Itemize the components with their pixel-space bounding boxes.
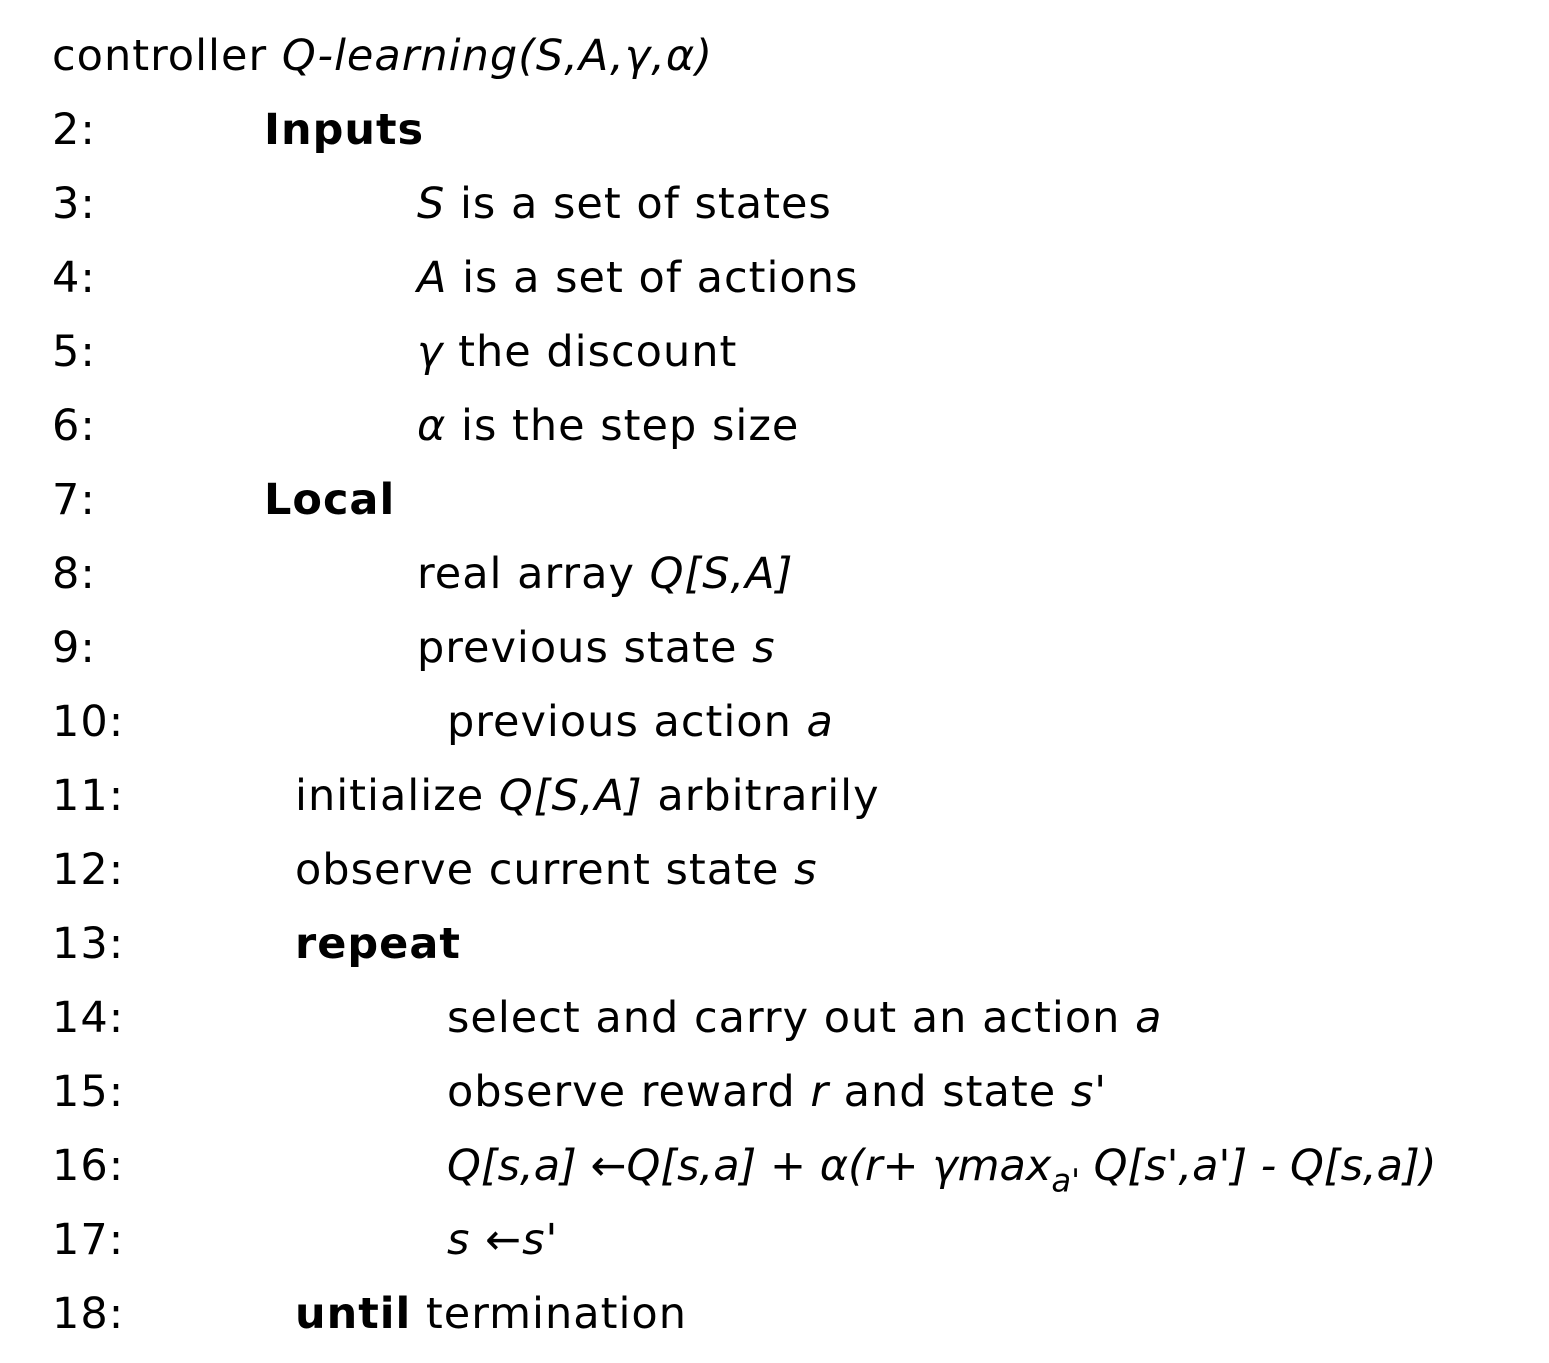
line-number: 15: <box>52 1067 125 1117</box>
line-text: is the step size <box>446 401 800 451</box>
line-number: 6: <box>52 401 96 451</box>
line-number: 13: <box>52 919 125 969</box>
line-number: 10: <box>52 697 125 747</box>
line-number: 16: <box>52 1141 125 1191</box>
variable: a <box>1135 993 1163 1043</box>
line-number: 2: <box>52 105 96 155</box>
controller-params: (S,A,γ,α) <box>518 31 714 81</box>
q-update-formula: Q[s,a] ←Q[s,a] + α(r+ γmaxa' Q[s',a'] - … <box>447 1136 1437 1196</box>
line-text: termination <box>411 1289 687 1339</box>
algorithm-header: controller Q-learning(S,A,γ,α) <box>52 26 713 86</box>
variable-2: s' <box>1070 1067 1108 1117</box>
line-content: A is a set of actions <box>417 248 858 308</box>
variable: s <box>794 845 818 895</box>
line-text: observe reward <box>447 1067 811 1117</box>
line-text-2: and state <box>829 1067 1071 1117</box>
line-number: 8: <box>52 549 96 599</box>
variable: s <box>752 623 776 673</box>
line-text: is a set of states <box>445 179 832 229</box>
line-number: 3: <box>52 179 96 229</box>
line-content: observe current state s <box>295 840 818 900</box>
line-number: 17: <box>52 1215 125 1265</box>
variable: r <box>810 1067 829 1117</box>
inputs-keyword: Inputs <box>264 105 425 155</box>
controller-keyword: controller <box>52 31 268 81</box>
variable: Q[S,A] <box>498 771 643 821</box>
line-text: previous action <box>447 697 807 747</box>
line-content: observe reward r and state s' <box>447 1062 1107 1122</box>
line-text: the discount <box>443 327 738 377</box>
line-number: 5: <box>52 327 96 377</box>
formula-part-2: Q[s',a'] - Q[s,a]) <box>1079 1141 1437 1191</box>
line-text: is a set of actions <box>447 253 859 303</box>
variable: A <box>417 253 448 303</box>
line-text: initialize <box>295 771 499 821</box>
line-number: 9: <box>52 623 96 673</box>
variable: α <box>417 401 447 451</box>
line-number: 11: <box>52 771 125 821</box>
line-content: α is the step size <box>417 396 799 456</box>
variable: γ <box>417 327 444 377</box>
local-keyword: Local <box>264 475 396 525</box>
variable: a <box>806 697 834 747</box>
line-content: initialize Q[S,A] arbitrarily <box>295 766 880 826</box>
controller-name: Q-learning <box>281 31 519 81</box>
line-text: previous state <box>417 623 753 673</box>
line-content: real array Q[S,A] <box>417 544 793 604</box>
line-content: S is a set of states <box>417 174 832 234</box>
line-text-2: arbitrarily <box>642 771 880 821</box>
line-number: 14: <box>52 993 125 1043</box>
formula-part-1: Q[s,a] ←Q[s,a] + α(r+ γmax <box>447 1141 1052 1191</box>
line-number: 7: <box>52 475 96 525</box>
line-content: γ the discount <box>417 322 737 382</box>
line-content: previous action a <box>447 692 834 752</box>
line-number: 4: <box>52 253 96 303</box>
variable: Q[S,A] <box>649 549 794 599</box>
until-keyword: until <box>295 1289 412 1339</box>
line-content: until termination <box>295 1284 687 1344</box>
line-number: 12: <box>52 845 125 895</box>
line-number: 18: <box>52 1289 125 1339</box>
repeat-keyword: repeat <box>295 919 461 969</box>
line-text: real array <box>417 549 650 599</box>
line-text: observe current state <box>295 845 795 895</box>
line-content: previous state s <box>417 618 776 678</box>
line-text: select and carry out an action <box>447 993 1136 1043</box>
formula-subscript: a' <box>1051 1161 1080 1200</box>
state-update-formula: s ←s' <box>447 1215 559 1265</box>
line-content: select and carry out an action a <box>447 988 1162 1048</box>
variable: S <box>417 179 446 229</box>
